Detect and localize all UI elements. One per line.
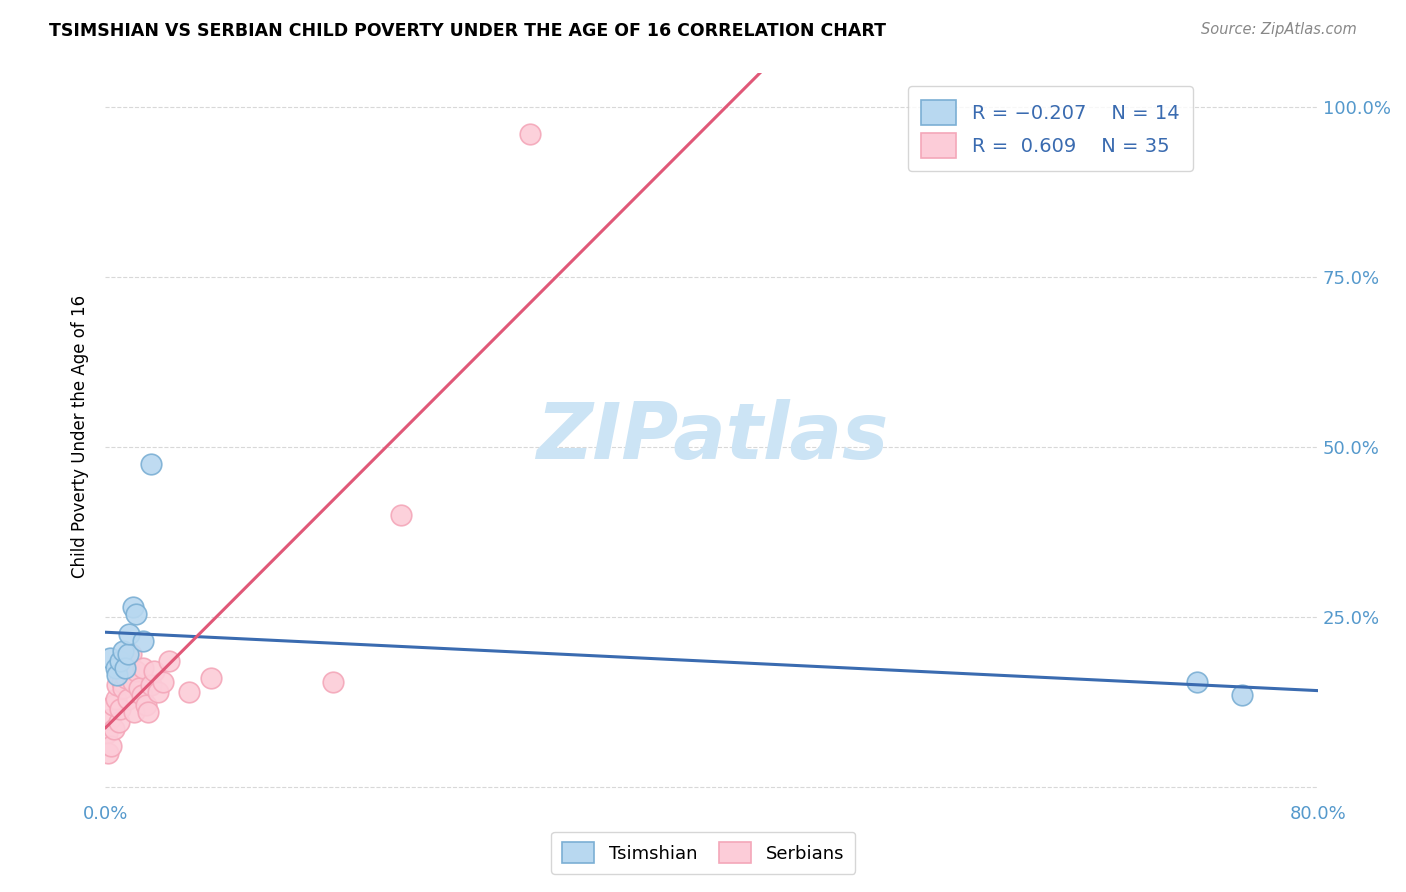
Point <box>97 746 120 760</box>
Point <box>177 685 200 699</box>
Point <box>110 702 132 716</box>
Point <box>103 723 125 737</box>
Point <box>111 674 134 689</box>
Point <box>114 661 136 675</box>
Point <box>110 654 132 668</box>
Point <box>108 715 131 730</box>
Point <box>132 633 155 648</box>
Point <box>115 671 138 685</box>
Legend: R = −0.207    N = 14, R =  0.609    N = 35: R = −0.207 N = 14, R = 0.609 N = 35 <box>908 87 1194 171</box>
Point <box>98 650 121 665</box>
Point <box>124 665 146 679</box>
Point <box>519 127 541 141</box>
Point <box>114 665 136 679</box>
Point <box>124 607 146 621</box>
Point <box>389 508 412 522</box>
Point <box>105 668 128 682</box>
Point <box>112 644 135 658</box>
Text: Source: ZipAtlas.com: Source: ZipAtlas.com <box>1201 22 1357 37</box>
Point <box>112 681 135 696</box>
Text: TSIMSHIAN VS SERBIAN CHILD POVERTY UNDER THE AGE OF 16 CORRELATION CHART: TSIMSHIAN VS SERBIAN CHILD POVERTY UNDER… <box>49 22 886 40</box>
Point <box>104 661 127 675</box>
Point <box>105 678 128 692</box>
Point <box>139 678 162 692</box>
Point <box>1185 674 1208 689</box>
Point <box>101 698 124 713</box>
Point <box>122 705 145 719</box>
Point <box>117 691 139 706</box>
Point <box>1232 688 1254 702</box>
Point <box>200 671 222 685</box>
Point <box>121 674 143 689</box>
Point <box>132 661 155 675</box>
Point <box>128 681 150 696</box>
Point <box>121 599 143 614</box>
Point <box>100 739 122 754</box>
Point <box>104 691 127 706</box>
Point <box>120 648 142 662</box>
Point <box>139 457 162 471</box>
Point <box>152 674 174 689</box>
Point <box>322 674 344 689</box>
Point <box>98 712 121 726</box>
Text: ZIPatlas: ZIPatlas <box>536 399 887 475</box>
Point <box>135 698 157 713</box>
Point <box>118 627 141 641</box>
Point <box>136 705 159 719</box>
Point <box>131 688 153 702</box>
Point <box>117 648 139 662</box>
Point <box>142 665 165 679</box>
Point <box>96 725 118 739</box>
Point <box>118 661 141 675</box>
Point <box>148 685 170 699</box>
Legend: Tsimshian, Serbians: Tsimshian, Serbians <box>551 831 855 874</box>
Point <box>157 654 180 668</box>
Y-axis label: Child Poverty Under the Age of 16: Child Poverty Under the Age of 16 <box>72 295 89 578</box>
